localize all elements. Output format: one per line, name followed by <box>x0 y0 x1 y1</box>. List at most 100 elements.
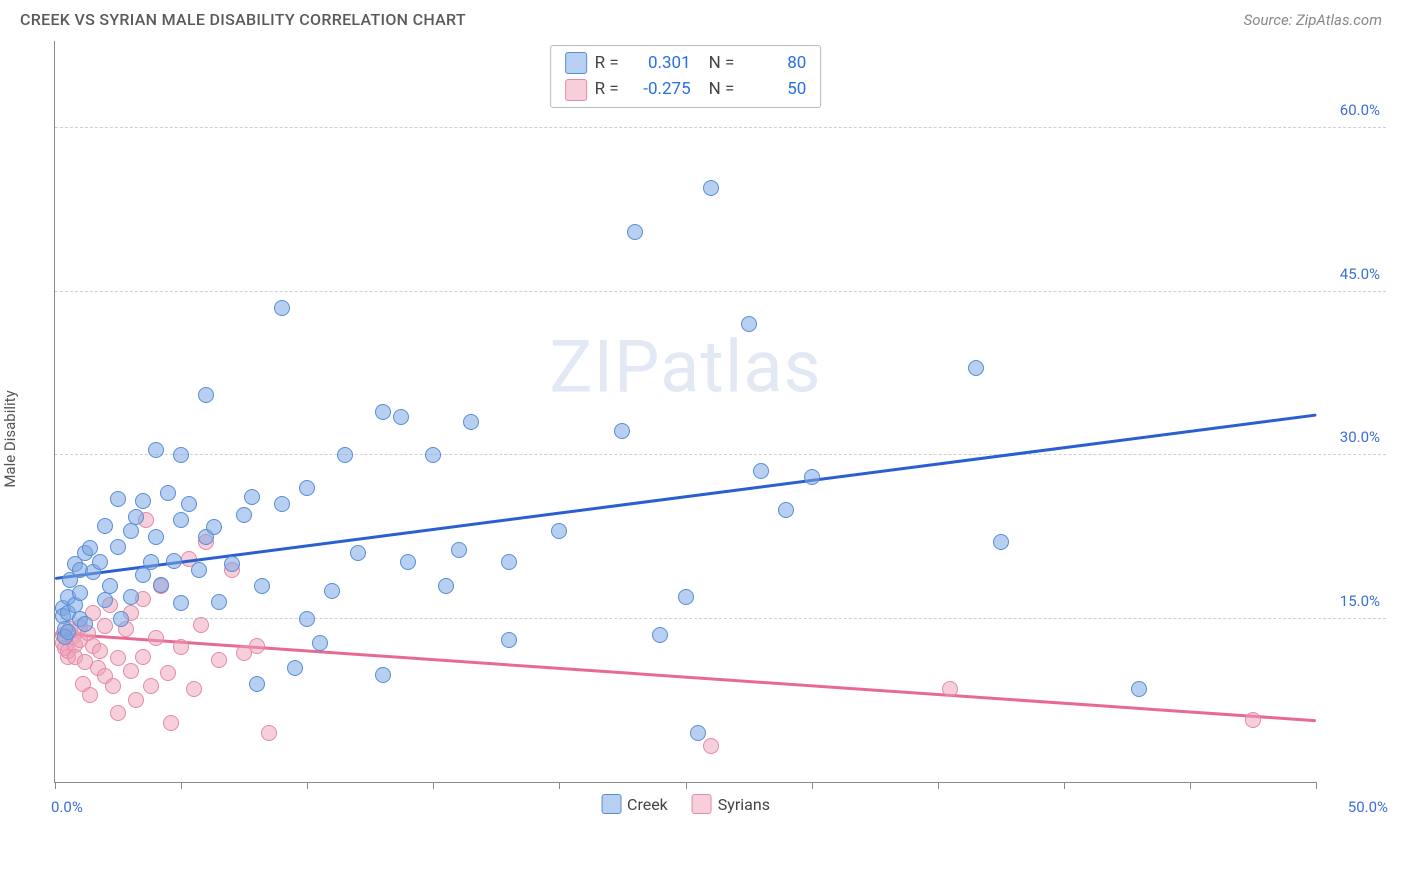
legend-label-creek: Creek <box>627 795 668 814</box>
data-point-creek <box>312 635 328 651</box>
data-point-creek <box>181 496 197 512</box>
r-value-creek: 0.301 <box>627 50 691 76</box>
data-point-creek <box>375 667 391 683</box>
data-point-syrians <box>135 649 151 665</box>
y-tick-label: 60.0% <box>1340 101 1380 119</box>
plot-area: ZIPatlas R = 0.301 N = 80 R = -0.275 N =… <box>54 41 1316 783</box>
data-point-creek <box>425 447 441 463</box>
data-point-creek <box>224 556 240 572</box>
data-point-creek <box>97 518 113 534</box>
data-point-creek <box>128 509 144 525</box>
data-point-creek <box>77 616 93 632</box>
data-point-creek <box>501 554 517 570</box>
x-tick <box>307 782 308 789</box>
chart-container: Male Disability ZIPatlas R = 0.301 N = 8… <box>44 35 1386 843</box>
data-point-creek <box>968 360 984 376</box>
data-point-syrians <box>148 630 164 646</box>
r-label: R = <box>595 76 619 102</box>
data-point-creek <box>173 595 189 611</box>
data-point-creek <box>236 507 252 523</box>
data-point-creek <box>72 585 88 601</box>
data-point-creek <box>287 660 303 676</box>
data-point-creek <box>173 447 189 463</box>
data-point-creek <box>148 529 164 545</box>
data-point-syrians <box>261 725 277 741</box>
data-point-syrians <box>160 665 176 681</box>
x-tick <box>1316 782 1317 789</box>
data-point-creek <box>678 589 694 605</box>
data-point-syrians <box>249 638 265 654</box>
x-tick <box>181 782 182 789</box>
data-point-creek <box>191 562 207 578</box>
data-point-creek <box>778 502 794 518</box>
data-point-creek <box>97 592 113 608</box>
data-point-creek <box>206 519 222 535</box>
series-legend: Creek Syrians <box>601 794 770 814</box>
data-point-creek <box>501 632 517 648</box>
data-point-creek <box>627 224 643 240</box>
data-point-creek <box>102 578 118 594</box>
chart-title: CREEK VS SYRIAN MALE DISABILITY CORRELAT… <box>20 10 466 29</box>
data-point-syrians <box>128 692 144 708</box>
n-value-creek: 80 <box>742 50 806 76</box>
data-point-syrians <box>703 738 719 754</box>
data-point-creek <box>614 423 630 439</box>
x-tick <box>938 782 939 789</box>
x-tick <box>686 782 687 789</box>
data-point-syrians <box>82 687 98 703</box>
legend-swatch-syrians <box>565 79 587 101</box>
legend-swatch-creek <box>565 52 587 74</box>
source-attribution: Source: ZipAtlas.com <box>1244 11 1382 29</box>
data-point-creek <box>244 489 260 505</box>
data-point-creek <box>198 387 214 403</box>
y-tick-label: 45.0% <box>1340 265 1380 283</box>
x-tick <box>433 782 434 789</box>
data-point-syrians <box>105 678 121 694</box>
data-point-creek <box>804 469 820 485</box>
n-label: N = <box>709 76 735 102</box>
data-point-creek <box>350 545 366 561</box>
x-tick-label: 0.0% <box>51 798 83 816</box>
data-point-syrians <box>173 639 189 655</box>
data-point-syrians <box>186 681 202 697</box>
data-point-creek <box>690 725 706 741</box>
y-axis-label: Male Disability <box>1 390 19 487</box>
data-point-syrians <box>110 650 126 666</box>
data-point-creek <box>211 594 227 610</box>
data-point-creek <box>703 180 719 196</box>
x-tick <box>55 782 56 789</box>
data-point-creek <box>92 554 108 570</box>
legend-label-syrians: Syrians <box>718 795 770 814</box>
gridline <box>55 127 1386 128</box>
legend-item-syrians: Syrians <box>692 794 770 814</box>
x-tick <box>559 782 560 789</box>
stat-legend: R = 0.301 N = 80 R = -0.275 N = 50 <box>550 45 822 108</box>
data-point-creek <box>82 540 98 556</box>
data-point-creek <box>254 578 270 594</box>
legend-swatch-syrians <box>692 794 712 814</box>
data-point-creek <box>274 496 290 512</box>
data-point-creek <box>110 539 126 555</box>
data-point-creek <box>393 409 409 425</box>
data-point-syrians <box>163 715 179 731</box>
data-point-syrians <box>942 681 958 697</box>
x-tick <box>1064 782 1065 789</box>
data-point-creek <box>153 577 169 593</box>
y-tick-label: 15.0% <box>1340 592 1380 610</box>
data-point-creek <box>463 414 479 430</box>
data-point-creek <box>652 627 668 643</box>
data-point-syrians <box>123 663 139 679</box>
gridline <box>55 618 1386 619</box>
data-point-syrians <box>92 643 108 659</box>
n-value-syrians: 50 <box>742 76 806 102</box>
data-point-creek <box>438 578 454 594</box>
y-tick-label: 30.0% <box>1340 428 1380 446</box>
data-point-creek <box>110 491 126 507</box>
watermark: ZIPatlas <box>549 325 821 410</box>
data-point-creek <box>451 542 467 558</box>
gridline <box>55 291 1386 292</box>
stat-legend-row: R = -0.275 N = 50 <box>565 76 807 102</box>
data-point-syrians <box>193 617 209 633</box>
data-point-creek <box>741 316 757 332</box>
data-point-syrians <box>1245 712 1261 728</box>
